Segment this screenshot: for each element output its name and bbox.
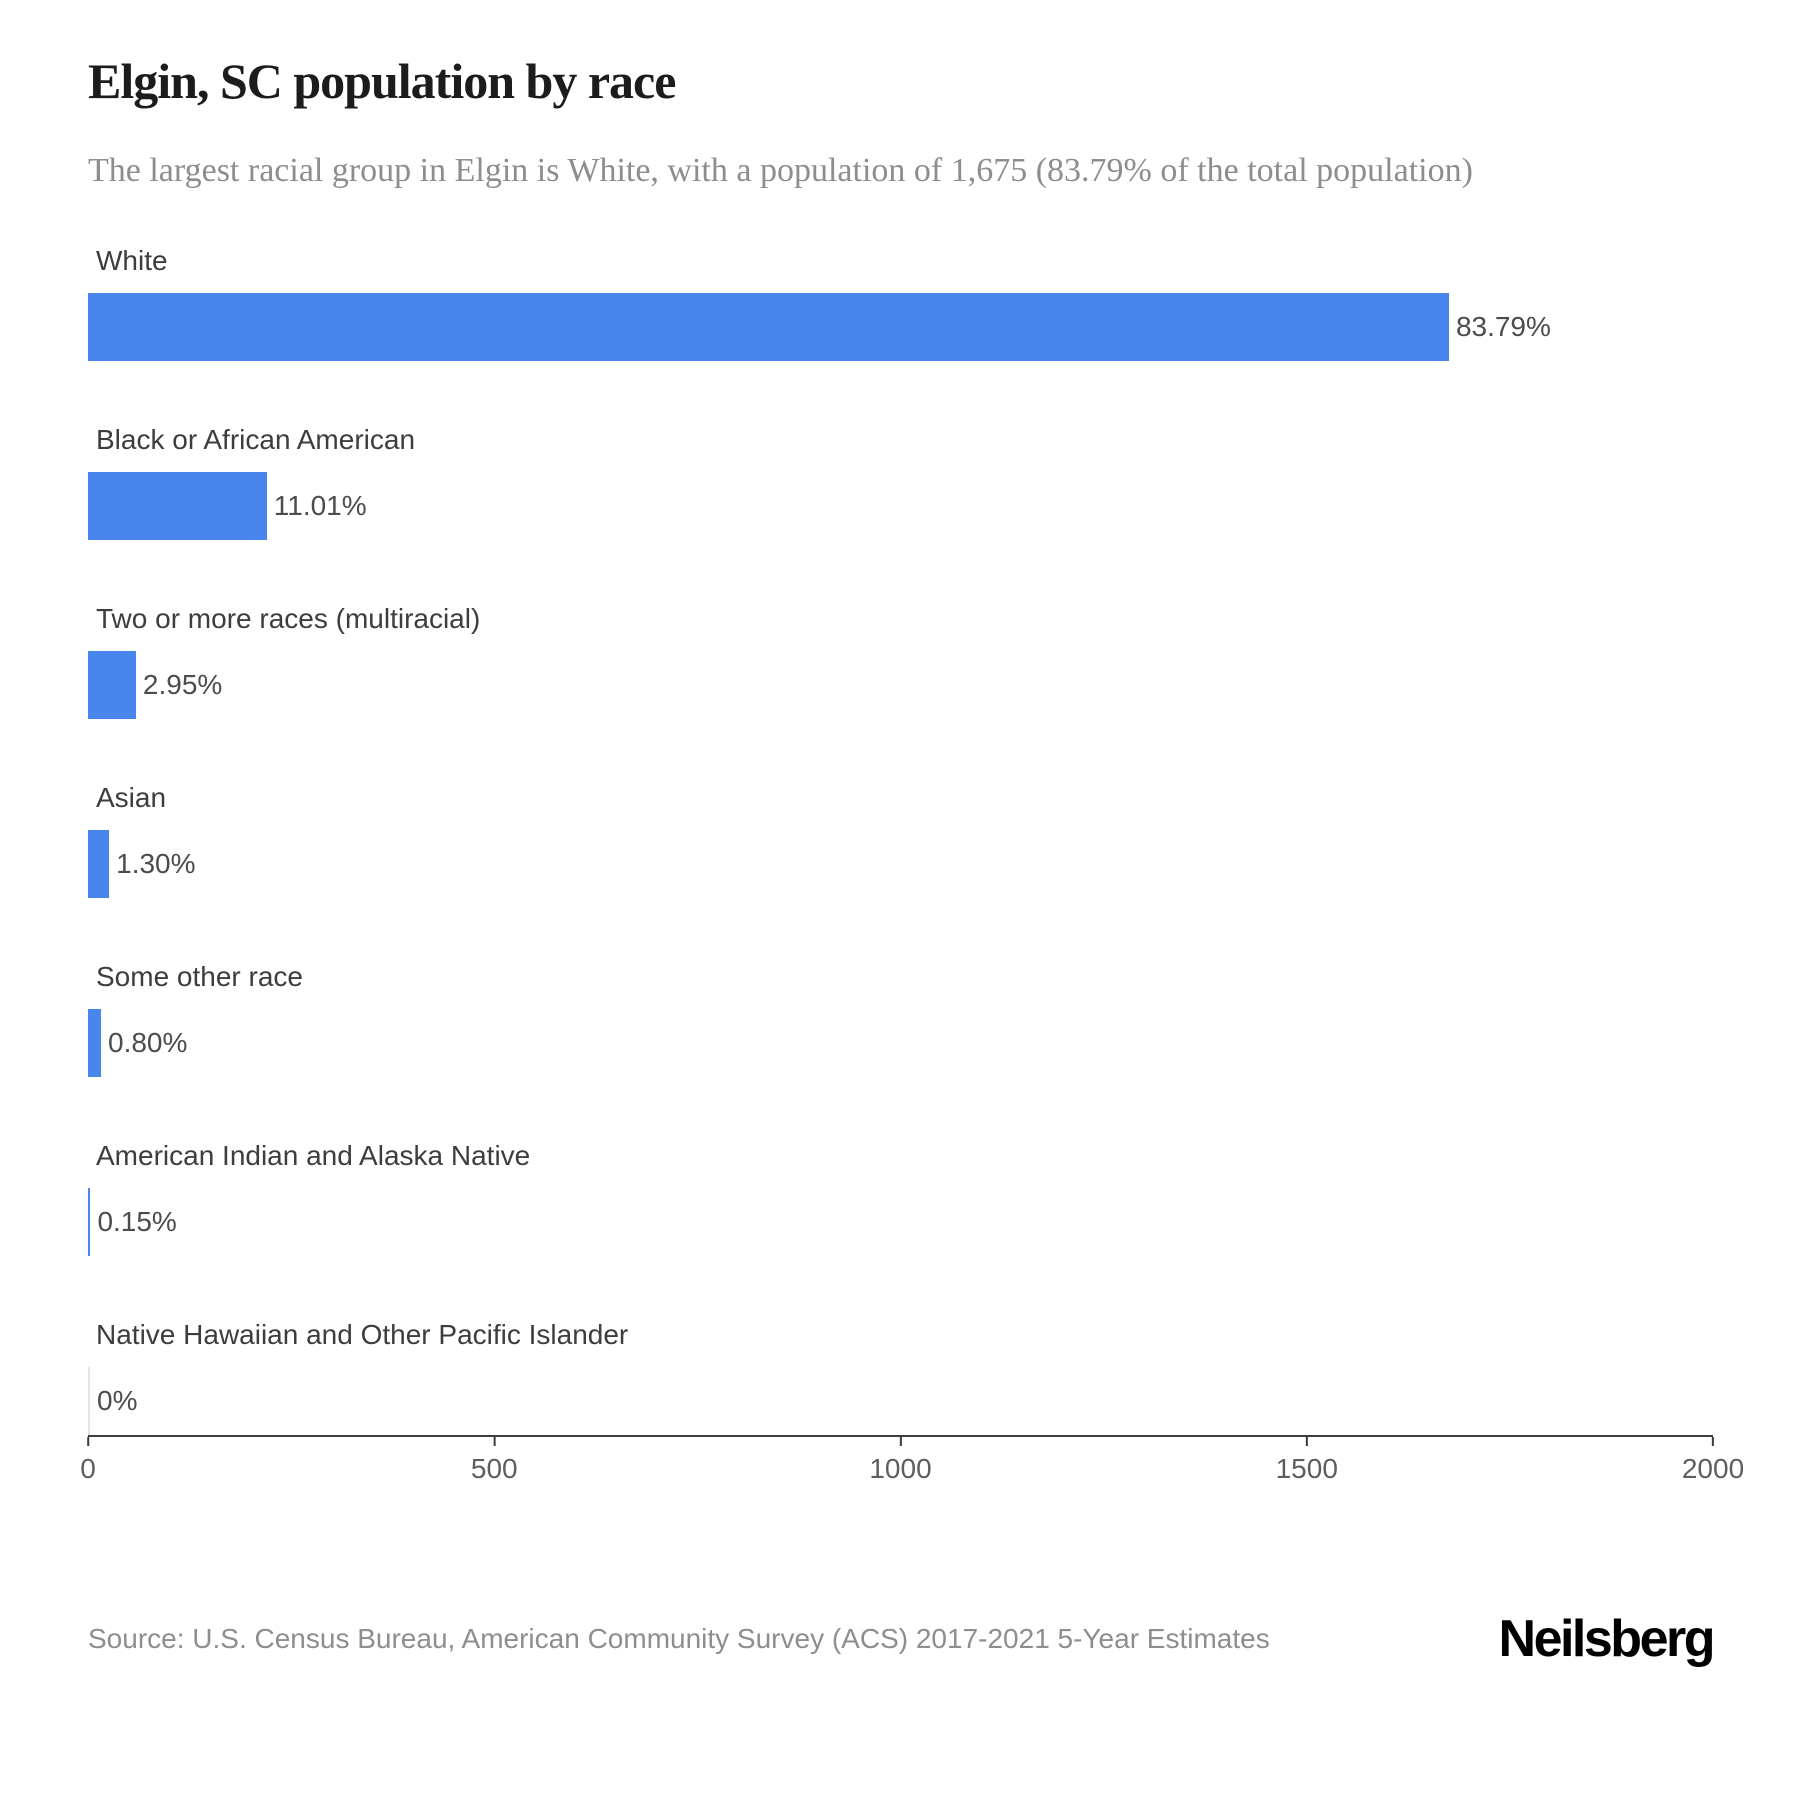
bar-chart: White 83.79% Black or African American 1…: [80, 244, 1744, 1489]
bar-row: Asian 1.30%: [88, 781, 1713, 898]
bar-track: 2.95%: [88, 651, 1713, 719]
tick-mark: [1711, 1437, 1714, 1446]
x-axis-tick: 0: [80, 1437, 96, 1485]
bar-rows: White 83.79% Black or African American 1…: [88, 244, 1713, 1435]
x-axis-tick: 2000: [1682, 1437, 1744, 1485]
bar-row: American Indian and Alaska Native 0.15%: [88, 1139, 1713, 1256]
tick-label: 1000: [869, 1453, 932, 1484]
bar-value-label: 1.30%: [116, 848, 196, 879]
source-note: Source: U.S. Census Bureau, American Com…: [88, 1623, 1270, 1654]
bar-value-label: 0.15%: [97, 1206, 177, 1237]
bar-value-label: 2.95%: [142, 669, 223, 700]
bar-track: 11.01%: [88, 472, 1713, 540]
tick-label: 2000: [1681, 1453, 1745, 1484]
bar-category-label: Two or more races (multiracial): [96, 603, 481, 634]
bar-value-label: 83.79%: [1455, 311, 1551, 342]
bar-row: Some other race 0.80%: [88, 960, 1713, 1077]
bar: [88, 293, 1449, 361]
x-axis: 0 500 1000 1500 2000: [80, 1435, 1744, 1489]
bar-category-label: White: [96, 245, 168, 276]
bar-category-label: Asian: [96, 782, 167, 813]
tick-mark: [493, 1437, 496, 1446]
tick-label: 0: [80, 1453, 96, 1484]
bar-category-label: Black or African American: [96, 424, 416, 455]
bar-category-label: Some other race: [96, 961, 303, 992]
neilsberg-logo: Neilsberg: [1498, 1610, 1716, 1668]
bar-track: 0.80%: [88, 1009, 1713, 1077]
bar-track: 0.15%: [88, 1188, 1713, 1256]
chart-subtitle: The largest racial group in Elgin is Whi…: [88, 152, 1473, 189]
bar-category-label: Native Hawaiian and Other Pacific Island…: [96, 1319, 629, 1350]
x-axis-tick: 1500: [1276, 1437, 1338, 1485]
bar: [88, 1009, 101, 1077]
bar-track: 83.79%: [88, 293, 1713, 361]
bar-row: Two or more races (multiracial) 2.95%: [88, 602, 1713, 719]
bar-track: 1.30%: [88, 830, 1713, 898]
bar-value-label: 0%: [97, 1385, 138, 1416]
bar: [88, 1367, 90, 1435]
page-title: Elgin, SC population by race: [88, 53, 676, 109]
bar-row: Black or African American 11.01%: [88, 423, 1713, 540]
x-axis-tick: 1000: [869, 1437, 932, 1485]
page-footer: Source: U.S. Census Bureau, American Com…: [88, 1609, 1716, 1669]
chart-page: Elgin, SC population by race The largest…: [80, 53, 1744, 1669]
tick-label: 500: [470, 1453, 518, 1484]
bar: [88, 651, 136, 719]
bar-value-label: 11.01%: [273, 490, 367, 521]
bar-category-label: American Indian and Alaska Native: [96, 1140, 531, 1171]
bar-row: White 83.79%: [88, 244, 1713, 361]
x-axis-tick: 500: [471, 1437, 518, 1485]
bar: [88, 830, 110, 898]
tick-mark: [1305, 1437, 1308, 1446]
bar-value-label: 0.80%: [108, 1027, 188, 1058]
bar: [88, 472, 267, 540]
bar: [88, 1188, 91, 1256]
tick-label: 1500: [1275, 1453, 1338, 1484]
bar-row: Native Hawaiian and Other Pacific Island…: [88, 1318, 1713, 1435]
tick-mark: [899, 1437, 902, 1446]
bar-track: 0%: [88, 1367, 1713, 1435]
tick-mark: [86, 1437, 89, 1446]
